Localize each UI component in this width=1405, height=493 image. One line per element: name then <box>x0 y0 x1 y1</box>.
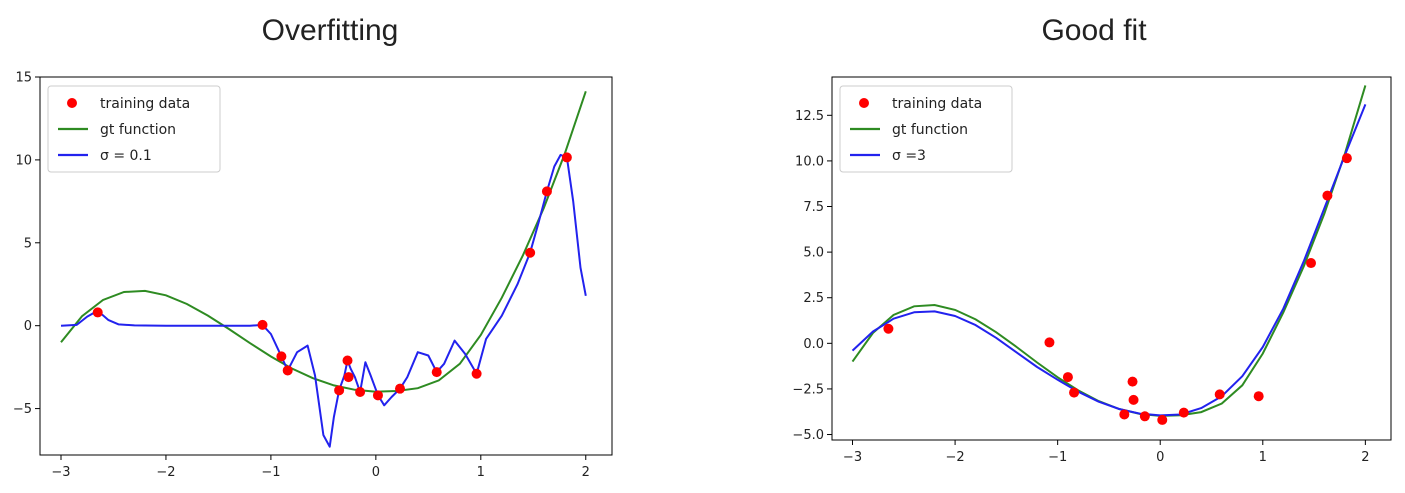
x-tick-label: −3 <box>843 450 862 465</box>
y-tick-label: 15 <box>15 71 32 86</box>
legend-training-data-label: training data <box>100 96 190 112</box>
y-tick-label: −5.0 <box>792 428 824 443</box>
training-data-point <box>334 385 345 396</box>
training-data-point <box>276 351 287 362</box>
training-data-point <box>92 307 103 318</box>
legend-training-data-marker <box>67 98 77 108</box>
training-data-point <box>471 368 482 379</box>
x-tick-label: 2 <box>582 465 590 480</box>
good-fit-title: Good fit <box>1041 14 1147 47</box>
training-data-point <box>343 372 354 383</box>
y-tick-label: 5 <box>24 236 32 251</box>
training-data-point <box>1305 258 1316 269</box>
x-tick-label: 0 <box>372 465 380 480</box>
y-tick-label: 12.5 <box>795 109 824 124</box>
training-data-point <box>1127 376 1138 387</box>
y-tick-label: 7.5 <box>803 200 824 215</box>
overfitting-title: Overfitting <box>262 14 399 47</box>
training-data-point <box>541 186 552 197</box>
y-tick-label: 10.0 <box>795 154 824 169</box>
training-data-point <box>1119 409 1130 420</box>
y-tick-label: 2.5 <box>803 291 824 306</box>
y-tick-label: 0 <box>24 319 32 334</box>
training-data-point <box>1178 407 1189 418</box>
x-tick-label: 1 <box>477 465 485 480</box>
y-tick-label: −5 <box>13 402 32 417</box>
good-fit-axes: −3 −2 −1 0 1 2 −5.0 −2.5 0.0 2.5 5.0 7.5 10.0 12.5 <box>792 109 1369 465</box>
gt-function-series <box>60 90 587 393</box>
overfitting-sigma-fit-line <box>60 153 587 448</box>
training-data-point <box>1214 389 1225 400</box>
training-data-point <box>1062 372 1073 383</box>
legend-sigma-label: σ =3 <box>892 148 926 164</box>
training-data-point <box>1341 153 1352 164</box>
x-tick-label: 0 <box>1156 450 1164 465</box>
legend-training-data-marker <box>859 98 869 108</box>
good-fit-training-points <box>883 153 1352 425</box>
overfitting-legend: training data gt function σ = 0.1 <box>47 85 221 173</box>
y-tick-label: 10 <box>15 153 32 168</box>
sigma-fit-series <box>60 153 587 448</box>
training-data-point <box>883 323 894 334</box>
overfitting-training-points <box>92 152 572 401</box>
training-data-point <box>1044 337 1055 348</box>
x-tick-label: −3 <box>51 465 70 480</box>
x-tick-label: −1 <box>261 465 280 480</box>
training-data-point <box>1253 391 1264 402</box>
legend-sigma-label: σ = 0.1 <box>100 148 152 164</box>
legend-gt-function-label: gt function <box>100 122 176 138</box>
good-fit-sigma-fit-line <box>851 104 1367 417</box>
training-data-point <box>431 367 442 378</box>
x-tick-label: −2 <box>945 450 964 465</box>
training-data-point <box>355 387 366 397</box>
training-data-point <box>1322 190 1333 201</box>
training-data-point <box>1157 414 1168 425</box>
good-fit-plot-frame <box>831 76 1392 441</box>
y-tick-label: −2.5 <box>792 382 824 397</box>
training-data-point <box>342 355 353 366</box>
training-data-point <box>1128 394 1139 405</box>
x-tick-label: −1 <box>1048 450 1067 465</box>
legend-training-data-label: training data <box>892 96 982 112</box>
training-data-point <box>257 319 268 330</box>
training-data-point <box>1069 387 1080 398</box>
sigma-fit-series <box>851 104 1367 417</box>
overfitting-gt-function-line <box>60 90 587 393</box>
training-data-point <box>282 365 293 376</box>
training-data-point <box>372 390 383 401</box>
x-tick-label: 2 <box>1361 450 1369 465</box>
overfitting-axes: −3 −2 −1 0 1 2 −5 0 5 10 15 <box>13 71 590 481</box>
good-fit-legend: training data gt function σ =3 <box>839 85 1013 173</box>
x-tick-label: 1 <box>1259 450 1267 465</box>
x-tick-label: −2 <box>156 465 175 480</box>
overfitting-panel: Overfitting −3 −2 −1 0 1 2 −5 0 5 10 15 training d… <box>13 14 613 481</box>
legend-gt-function-label: gt function <box>892 122 968 138</box>
training-data-point <box>1139 411 1150 422</box>
training-data-point <box>525 247 536 258</box>
y-tick-label: 5.0 <box>803 246 824 261</box>
overfitting-plot-frame <box>39 76 613 456</box>
good-fit-panel: Good fit −3 −2 −1 0 1 2 −5.0 −2.5 0.0 2.5 5.0 7.5 10… <box>792 14 1392 465</box>
training-data-point <box>561 152 572 163</box>
y-tick-label: 0.0 <box>803 337 824 352</box>
training-data-point <box>394 383 405 394</box>
